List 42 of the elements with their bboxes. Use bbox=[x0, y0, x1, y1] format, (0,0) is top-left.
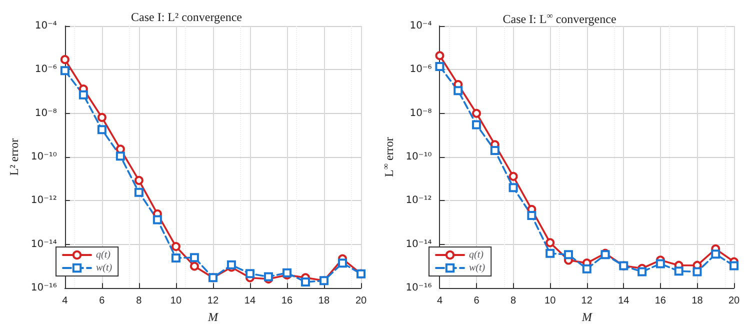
y-tick-label: 10⁻⁸ bbox=[34, 108, 57, 119]
y-tick-label: 10⁻⁶ bbox=[34, 64, 57, 76]
x-tick-label: 12 bbox=[207, 296, 219, 307]
y-tick-label: 10⁻¹⁰ bbox=[406, 152, 432, 163]
x-tick-label: 20 bbox=[728, 296, 740, 307]
chart-title: Case I: L∞ convergence bbox=[502, 10, 616, 26]
y-tick-label: 10⁻¹² bbox=[30, 195, 57, 206]
y-tick-label: 10⁻¹⁴ bbox=[30, 238, 57, 250]
x-tick-label: 18 bbox=[318, 296, 330, 307]
y-tick-label: 10⁻¹⁰ bbox=[30, 152, 57, 163]
y-tick-label: 10⁻⁴ bbox=[34, 20, 57, 32]
y-tick-label: 10⁻¹² bbox=[406, 195, 432, 206]
legend-label: w(t) bbox=[96, 262, 113, 274]
x-tick-label: 20 bbox=[355, 296, 367, 307]
x-tick-label: 8 bbox=[510, 296, 517, 307]
x-tick-label: 12 bbox=[581, 296, 593, 307]
x-axis-title: M bbox=[206, 310, 219, 324]
y-tick-label: 10⁻¹⁶ bbox=[406, 282, 432, 294]
x-tick-label: 16 bbox=[281, 296, 293, 307]
x-tick-label: 18 bbox=[692, 296, 704, 307]
x-tick-label: 14 bbox=[244, 296, 256, 307]
x-tick-label: 6 bbox=[99, 296, 106, 307]
x-axis-title: M bbox=[580, 310, 593, 324]
x-tick-label: 10 bbox=[170, 296, 182, 307]
x-tick-label: 14 bbox=[618, 296, 630, 307]
y-tick-label: 10⁻⁶ bbox=[410, 64, 432, 76]
legend-label: q(t) bbox=[469, 250, 484, 260]
x-tick-label: 10 bbox=[544, 296, 556, 307]
x-tick-label: 8 bbox=[136, 296, 142, 307]
x-tick-label: 6 bbox=[474, 296, 480, 307]
legend-label: q(t) bbox=[96, 250, 112, 260]
x-tick-label: 16 bbox=[654, 296, 666, 307]
y-axis-title: L∞ error bbox=[380, 137, 396, 177]
x-tick-label: 4 bbox=[62, 296, 68, 307]
y-tick-label: 10⁻¹⁶ bbox=[30, 282, 57, 294]
y-tick-label: 10⁻¹⁴ bbox=[406, 238, 432, 250]
y-tick-label: 10⁻⁴ bbox=[410, 20, 432, 32]
chart-title: Case I: L² convergence bbox=[131, 10, 242, 24]
x-tick-label: 4 bbox=[436, 296, 443, 307]
legend-label: w(t) bbox=[469, 262, 486, 274]
y-tick-label: 10⁻⁸ bbox=[410, 108, 432, 119]
y-axis-title: L² error bbox=[7, 138, 21, 176]
